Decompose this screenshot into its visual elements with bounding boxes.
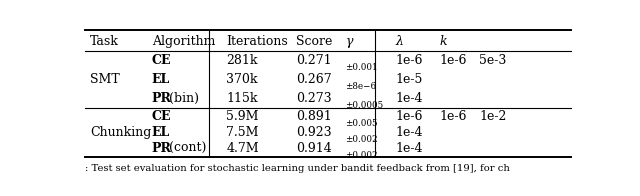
Text: ±0.005: ±0.005	[346, 119, 378, 128]
Text: 115k: 115k	[227, 92, 258, 105]
Text: k: k	[440, 35, 447, 48]
Text: ±0.002: ±0.002	[346, 151, 378, 160]
Text: ±0.001: ±0.001	[346, 63, 378, 72]
Text: 0.914: 0.914	[296, 142, 332, 155]
Text: Task: Task	[90, 35, 119, 48]
Text: 281k: 281k	[227, 54, 258, 67]
Text: Algorithm: Algorithm	[152, 35, 215, 48]
Text: 370k: 370k	[227, 73, 258, 86]
Text: 1e-2: 1e-2	[479, 110, 507, 123]
Text: γ: γ	[346, 35, 353, 48]
Text: CE: CE	[152, 54, 172, 67]
Text: 1e-6: 1e-6	[395, 54, 422, 67]
Text: 1e-4: 1e-4	[395, 92, 422, 105]
Text: 7.5M: 7.5M	[227, 126, 259, 139]
Text: 0.273: 0.273	[296, 92, 332, 105]
Text: 0.923: 0.923	[296, 126, 332, 139]
Text: Score: Score	[296, 35, 332, 48]
Text: 1e-6: 1e-6	[440, 54, 467, 67]
Text: 5.9M: 5.9M	[227, 110, 259, 123]
Text: 0.267: 0.267	[296, 73, 332, 86]
Text: 0.271: 0.271	[296, 54, 332, 67]
Text: CE: CE	[152, 110, 172, 123]
Text: 1e-4: 1e-4	[395, 142, 422, 155]
Text: 1e-6: 1e-6	[440, 110, 467, 123]
Text: ±0.002: ±0.002	[346, 135, 378, 144]
Text: 1e-5: 1e-5	[395, 73, 422, 86]
Text: : Test set evaluation for stochastic learning under bandit feedback from [19], f: : Test set evaluation for stochastic lea…	[85, 164, 510, 173]
Text: (cont): (cont)	[169, 142, 206, 155]
Text: 0.891: 0.891	[296, 110, 332, 123]
Text: Iterations: Iterations	[227, 35, 288, 48]
Text: ±0.0005: ±0.0005	[346, 101, 383, 110]
Text: EL: EL	[152, 126, 170, 139]
Text: 5e-3: 5e-3	[479, 54, 507, 67]
Text: EL: EL	[152, 73, 170, 86]
Text: 1e-6: 1e-6	[395, 110, 422, 123]
Text: Chunking: Chunking	[90, 126, 151, 139]
Text: 4.7M: 4.7M	[227, 142, 259, 155]
Text: PR: PR	[152, 92, 172, 105]
Text: 1e-4: 1e-4	[395, 126, 422, 139]
Text: SMT: SMT	[90, 73, 120, 86]
Text: λ: λ	[395, 35, 403, 48]
Text: PR: PR	[152, 142, 172, 155]
Text: (bin): (bin)	[169, 92, 199, 105]
Text: ±8e−6: ±8e−6	[346, 82, 376, 91]
